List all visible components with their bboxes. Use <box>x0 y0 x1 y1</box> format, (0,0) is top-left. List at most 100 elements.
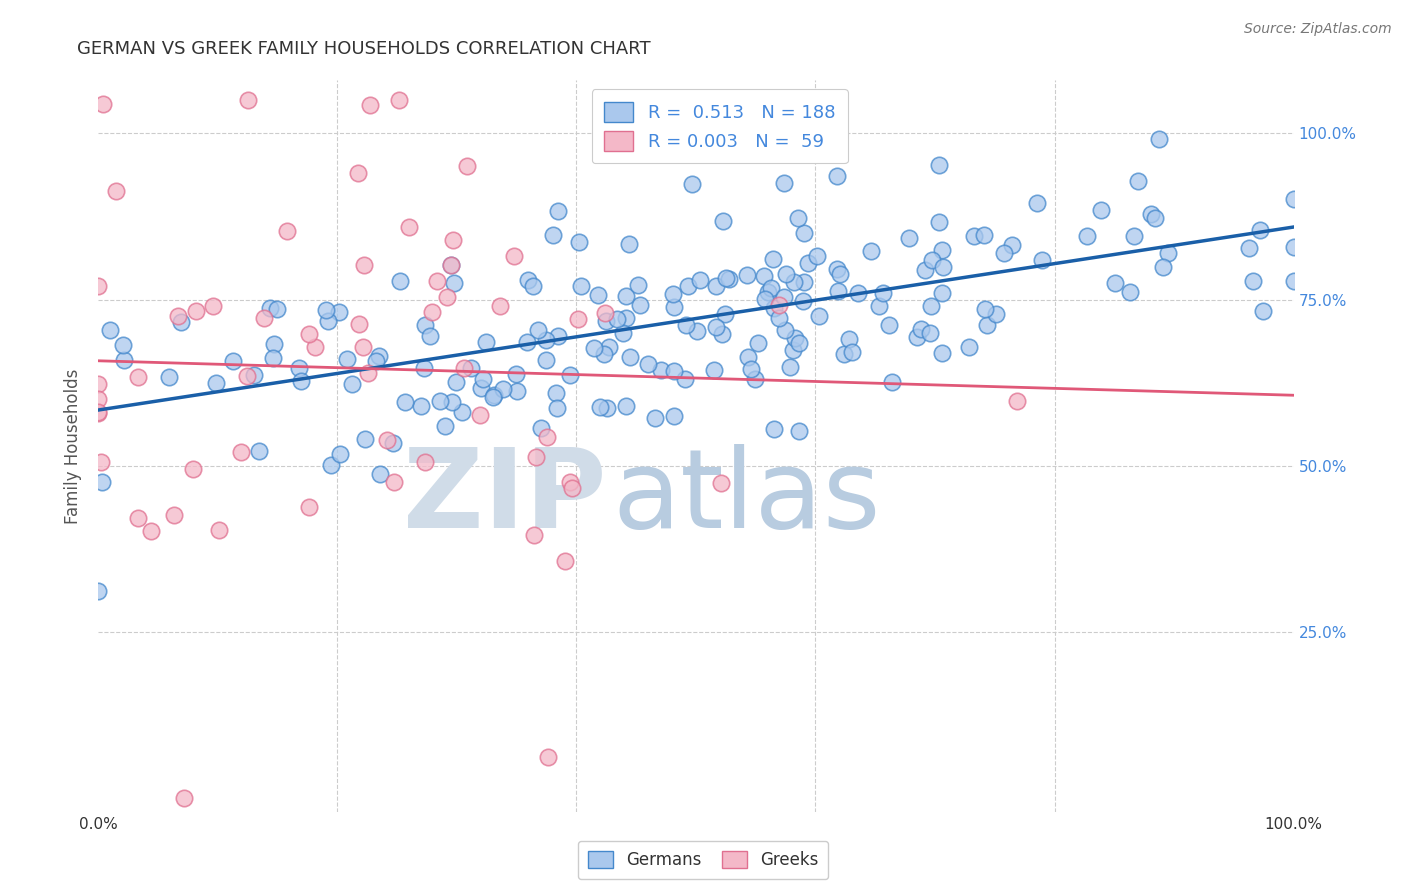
Point <box>773 323 796 337</box>
Point <box>868 299 890 313</box>
Point <box>706 320 728 334</box>
Point <box>544 385 567 400</box>
Point <box>537 749 560 764</box>
Point <box>592 347 614 361</box>
Point <box>703 362 725 376</box>
Point <box>546 401 568 416</box>
Point <box>436 290 458 304</box>
Point <box>775 268 797 282</box>
Point <box>928 158 950 172</box>
Point <box>353 259 375 273</box>
Point <box>157 370 180 384</box>
Point <box>606 311 628 326</box>
Point <box>127 370 149 384</box>
Point <box>413 455 436 469</box>
Point <box>534 352 557 367</box>
Point <box>1126 173 1149 187</box>
Point <box>918 326 941 341</box>
Point <box>710 327 733 342</box>
Point <box>569 278 592 293</box>
Point <box>336 351 359 366</box>
Point <box>441 395 464 409</box>
Point <box>773 177 796 191</box>
Point <box>329 447 352 461</box>
Point <box>221 354 243 368</box>
Point <box>759 281 782 295</box>
Point <box>787 424 810 438</box>
Point <box>471 372 494 386</box>
Point <box>1249 223 1271 237</box>
Point <box>614 289 637 303</box>
Point <box>298 500 321 514</box>
Point <box>356 366 378 380</box>
Point <box>598 340 620 354</box>
Point <box>505 367 527 381</box>
Point <box>931 244 953 258</box>
Point <box>456 159 478 173</box>
Point <box>1031 253 1053 268</box>
Point <box>1122 229 1144 244</box>
Y-axis label: Family Households: Family Households <box>65 368 83 524</box>
Point <box>112 353 135 368</box>
Point <box>1251 304 1274 318</box>
Point <box>792 293 814 308</box>
Point <box>87 406 110 420</box>
Point <box>786 211 808 225</box>
Point <box>231 445 253 459</box>
Point <box>321 458 343 472</box>
Point <box>1140 207 1163 221</box>
Point <box>387 93 409 107</box>
Point <box>793 226 815 240</box>
Point <box>768 298 790 312</box>
Point <box>806 249 828 263</box>
Point <box>872 285 894 300</box>
Point <box>173 791 195 805</box>
Point <box>488 299 510 313</box>
Point <box>614 399 637 413</box>
Point <box>443 276 465 290</box>
Point <box>482 388 505 402</box>
Point <box>752 269 775 284</box>
Point <box>352 340 374 354</box>
Point <box>382 475 405 489</box>
Point <box>567 312 589 326</box>
Point <box>481 390 503 404</box>
Point <box>413 361 436 376</box>
Point <box>1026 195 1049 210</box>
Point <box>589 400 612 414</box>
Point <box>367 349 389 363</box>
Point <box>834 347 856 361</box>
Point <box>650 363 672 377</box>
Point <box>718 272 741 286</box>
Point <box>470 408 492 422</box>
Point <box>686 324 709 338</box>
Point <box>453 360 475 375</box>
Point <box>593 305 616 319</box>
Point <box>827 261 849 276</box>
Point <box>87 405 110 419</box>
Point <box>882 375 904 389</box>
Point <box>534 334 557 348</box>
Point <box>737 350 759 364</box>
Point <box>181 462 204 476</box>
Point <box>253 310 276 325</box>
Point <box>710 475 733 490</box>
Point <box>1239 241 1261 255</box>
Point <box>612 326 634 340</box>
Point <box>434 418 457 433</box>
Point <box>993 246 1015 260</box>
Point <box>673 372 696 386</box>
Point <box>879 318 901 332</box>
Point <box>914 263 936 277</box>
Point <box>779 359 801 374</box>
Point <box>1144 211 1167 226</box>
Point <box>523 528 546 542</box>
Point <box>266 301 288 316</box>
Point <box>830 268 852 282</box>
Point <box>290 374 312 388</box>
Point <box>1152 260 1174 275</box>
Point <box>662 300 685 314</box>
Point <box>1119 285 1142 299</box>
Point <box>87 392 110 406</box>
Point <box>582 341 605 355</box>
